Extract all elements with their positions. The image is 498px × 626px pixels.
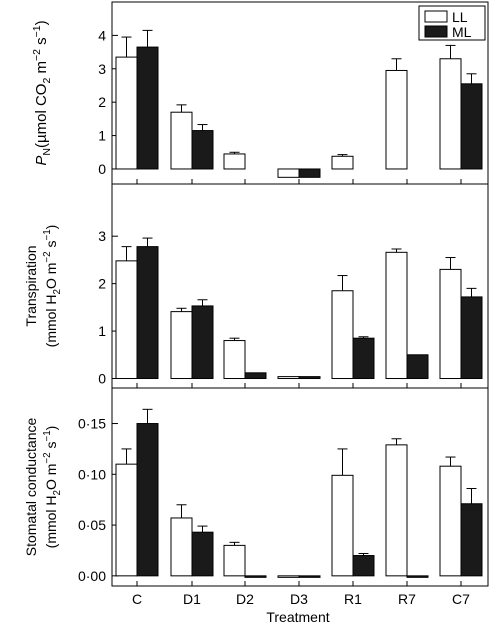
y-tick-label: 0·05 — [78, 517, 106, 533]
bar-LL-D1 — [170, 311, 193, 380]
bar-ML-D3 — [298, 168, 321, 178]
y-tick-label: 2 — [98, 276, 106, 292]
bar-LL-R1 — [331, 474, 354, 577]
bar-ML-R1 — [352, 337, 375, 380]
chart-panel-middle: 0 1 2 3 — [98, 183, 489, 389]
bar-ML-D1 — [191, 130, 214, 170]
bar-ML-D2 — [244, 575, 267, 578]
bar-LL-R7 — [385, 251, 408, 380]
bar-ML-D1 — [191, 305, 214, 380]
y-tick-label: 4 — [98, 27, 106, 43]
chart-panel-top: 0 1 2 3 4 — [98, 1, 489, 185]
bar-LL-D2 — [223, 340, 246, 380]
bar-LL-D3 — [277, 168, 300, 178]
bar-LL-C7 — [439, 58, 462, 170]
x-tick-label: R7 — [398, 591, 416, 607]
y-tick-label: 0·00 — [78, 568, 106, 584]
bar-LL-D2 — [223, 544, 246, 577]
y-tick-label: 1 — [98, 128, 106, 144]
y-tick-label: 3 — [98, 228, 106, 244]
bar-ML-C7 — [460, 503, 483, 577]
y-axis-label: Transpiration — [23, 245, 39, 326]
legend-label-LL: LL — [452, 9, 468, 25]
x-tick-label: C7 — [452, 591, 470, 607]
bar-ML-C7 — [460, 83, 483, 170]
y-tick-label: 0·10 — [78, 466, 106, 482]
bar-ML-D3 — [298, 575, 321, 578]
bar-LL-C7 — [439, 268, 462, 380]
bar-ML-D1 — [191, 531, 214, 577]
y-tick-label: 0 — [98, 161, 106, 177]
bar-LL-R7 — [385, 444, 408, 577]
x-tick-label: D2 — [236, 591, 254, 607]
bar-LL-D3 — [277, 575, 300, 578]
panels: 0 1 2 3 4 0 1 2 3 0·00 0·05 0·10 0·15 C D1 D2 D3 R1 R7 C7 — [78, 1, 489, 607]
bar-ML-C — [136, 423, 159, 577]
bar-LL-D3 — [277, 376, 300, 380]
legend-swatch-ML — [424, 25, 448, 38]
y-tick-label: 0 — [98, 371, 106, 387]
x-axis-label: Treatment — [266, 609, 329, 625]
y-axis-label: PN(µmol CO2 m−2 s−1) — [31, 20, 53, 165]
bar-ML-D2 — [244, 372, 267, 380]
bar-LL-C — [115, 56, 138, 170]
bar-LL-R1 — [331, 290, 354, 380]
y-axis-label: (mmol H2O m−2 s−1) — [42, 426, 63, 549]
bar-ML-C — [136, 46, 159, 170]
x-tick-label: C — [132, 591, 142, 607]
bar-LL-R1 — [331, 155, 354, 170]
axes-labels: Treatment PN(µmol CO2 m−2 s−1) Transpirat… — [23, 20, 330, 625]
bar-LL-C — [115, 260, 138, 380]
y-tick-label: 1 — [98, 323, 106, 339]
x-tick-label: R1 — [344, 591, 362, 607]
bar-LL-R7 — [385, 69, 408, 170]
y-axis-label: (mmol H2O m−2 s−1) — [42, 225, 63, 348]
x-tick-label: D1 — [183, 591, 201, 607]
panel-frame — [111, 183, 489, 389]
bar-LL-D1 — [170, 111, 193, 170]
bar-ML-C7 — [460, 296, 483, 380]
bar-LL-D2 — [223, 153, 246, 170]
bar-ML-R7 — [406, 575, 429, 578]
y-axis-label: Stomatal conductance — [23, 418, 39, 557]
chart-panel-bottom: 0·00 0·05 0·10 0·15 C D1 D2 D3 R1 R7 C7 — [78, 387, 489, 607]
bar-LL-D1 — [170, 517, 193, 577]
y-tick-label: 3 — [98, 61, 106, 77]
x-tick-label: D3 — [290, 591, 308, 607]
bar-ML-R7 — [406, 354, 429, 380]
bar-ML-D3 — [298, 376, 321, 380]
y-tick-label: 0·15 — [78, 416, 106, 432]
legend-label-ML: ML — [452, 24, 472, 40]
bar-LL-C7 — [439, 465, 462, 577]
bar-LL-C — [115, 463, 138, 577]
bar-ML-C — [136, 246, 159, 380]
panel-frame — [111, 387, 489, 587]
y-tick-label: 2 — [98, 94, 106, 110]
legend-swatch-LL — [424, 10, 448, 23]
bar-ML-R1 — [352, 555, 375, 577]
